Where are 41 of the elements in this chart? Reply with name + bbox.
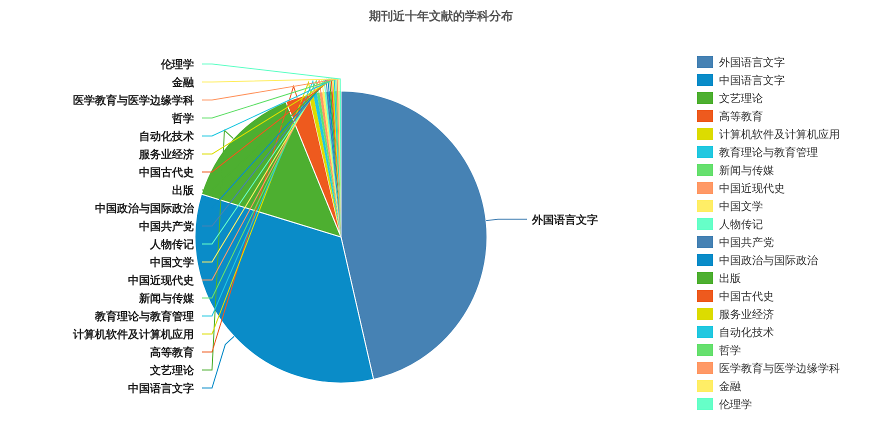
- legend-label: 自动化技术: [719, 326, 774, 339]
- slice-label: 计算机软件及计算机应用: [72, 328, 194, 341]
- category-label: 人物传记: [150, 238, 194, 251]
- slice-label: 服务业经济: [138, 148, 194, 161]
- slice-label: 外国语言文字: [531, 213, 598, 226]
- slice-label: 金融: [171, 76, 195, 89]
- legend-label: 中国政治与国际政治: [719, 254, 818, 267]
- category-label: 中国政治与国际政治: [95, 202, 194, 215]
- slice-label: 哲学: [171, 112, 194, 125]
- slice-label: 新闻与传媒: [138, 292, 195, 305]
- legend-label: 中国文学: [719, 200, 763, 213]
- legend-label: 高等教育: [719, 110, 763, 123]
- legend-label: 计算机软件及计算机应用: [719, 128, 840, 141]
- legend-label: 人物传记: [719, 218, 763, 231]
- legend-label: 新闻与传媒: [719, 164, 774, 177]
- legend-label: 中国古代史: [719, 290, 774, 303]
- category-label: 中国近现代史: [128, 274, 194, 287]
- category-label: 中国文学: [150, 256, 194, 269]
- legend-label: 医学教育与医学边缘学科: [719, 362, 840, 375]
- legend-label: 出版: [719, 272, 741, 285]
- slice-label: 文艺理论: [149, 364, 195, 377]
- legend-label: 伦理学: [719, 398, 752, 411]
- slice-label: 教育理论与教育管理: [94, 310, 194, 323]
- legend-label: 服务业经济: [719, 308, 774, 321]
- legend-label: 文艺理论: [719, 92, 763, 105]
- slice-label: 自动化技术: [139, 130, 194, 143]
- slice-label: 伦理学: [160, 58, 194, 71]
- legend-label: 外国语言文字: [719, 56, 785, 69]
- legend-label: 中国语言文字: [719, 74, 785, 87]
- legend-label: 哲学: [719, 344, 741, 357]
- legend-label: 教育理论与教育管理: [719, 146, 818, 159]
- chart-title: 期刊近十年文献的学科分布: [368, 9, 513, 23]
- legend-label: 中国共产党: [719, 236, 774, 249]
- slice-label: 医学教育与医学边缘学科: [73, 94, 194, 107]
- slice-label: 中国古代史: [139, 166, 194, 179]
- slice-label: 出版: [172, 184, 195, 197]
- slice-label: 高等教育: [150, 346, 194, 359]
- category-label: 中国共产党: [139, 220, 194, 233]
- legend-label: 金融: [719, 380, 741, 393]
- legend-label: 中国近现代史: [719, 182, 785, 195]
- slice-label: 中国语言文字: [128, 382, 194, 395]
